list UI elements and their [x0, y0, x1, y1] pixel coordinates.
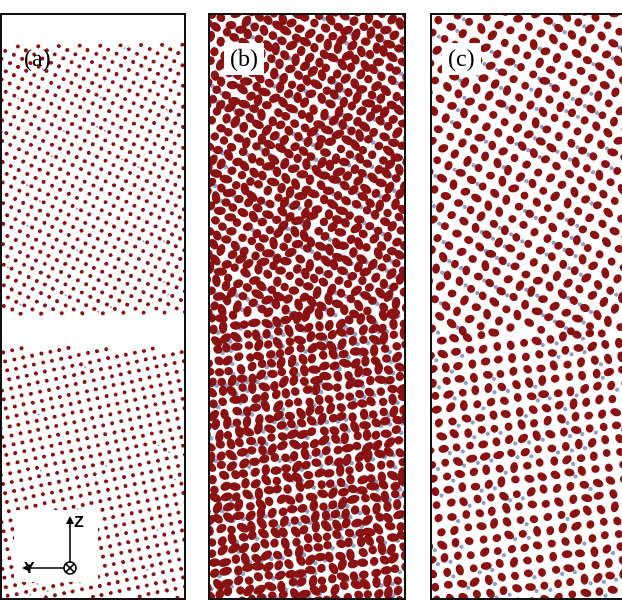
- atoms-panel-b: [210, 15, 404, 598]
- axis-triad: Z Y: [14, 510, 98, 582]
- panel-b: (b): [208, 13, 406, 600]
- panel-c: (c): [430, 13, 622, 600]
- axis-z-label: Z: [74, 514, 84, 531]
- panel-a: (a) Z Y: [0, 13, 186, 600]
- panel-label-b: (b): [224, 43, 264, 75]
- atoms-panel-c: [432, 15, 622, 598]
- axis-y-label: Y: [24, 560, 35, 577]
- panel-label-c: (c): [442, 43, 481, 75]
- axis-arrows-icon: [22, 516, 77, 575]
- panel-label-a: (a): [24, 46, 51, 72]
